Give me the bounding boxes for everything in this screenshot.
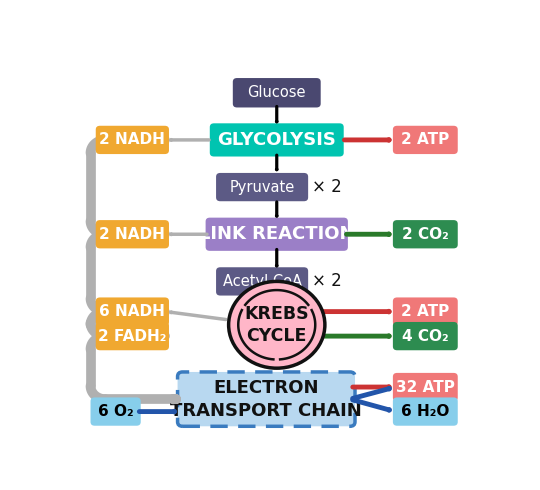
FancyBboxPatch shape — [178, 372, 355, 426]
FancyBboxPatch shape — [233, 78, 321, 107]
Text: GLYCOLYSIS: GLYCOLYSIS — [217, 131, 336, 149]
Text: Glucose: Glucose — [247, 85, 306, 100]
Text: 6 O₂: 6 O₂ — [98, 404, 133, 419]
Text: 2 CO₂: 2 CO₂ — [402, 227, 449, 242]
FancyBboxPatch shape — [96, 297, 169, 326]
FancyBboxPatch shape — [96, 322, 169, 350]
FancyBboxPatch shape — [393, 126, 458, 154]
FancyBboxPatch shape — [393, 397, 458, 426]
Text: ELECTRON
TRANSPORT CHAIN: ELECTRON TRANSPORT CHAIN — [171, 379, 362, 419]
Text: Pyruvate: Pyruvate — [230, 179, 295, 195]
FancyBboxPatch shape — [393, 220, 458, 248]
Text: 6 H₂O: 6 H₂O — [401, 404, 449, 419]
Text: × 2: × 2 — [312, 272, 342, 291]
Text: 32 ATP: 32 ATP — [396, 380, 455, 394]
FancyBboxPatch shape — [216, 267, 308, 295]
Text: KREBS
CYCLE: KREBS CYCLE — [245, 305, 309, 345]
FancyBboxPatch shape — [393, 373, 458, 401]
FancyBboxPatch shape — [96, 220, 169, 248]
Text: 2 ATP: 2 ATP — [401, 304, 449, 319]
Text: 6 NADH: 6 NADH — [99, 304, 165, 319]
Text: 2 FADH₂: 2 FADH₂ — [98, 329, 166, 343]
Text: 2 NADH: 2 NADH — [99, 227, 165, 242]
Text: 2 ATP: 2 ATP — [401, 132, 449, 147]
FancyBboxPatch shape — [210, 123, 343, 156]
FancyBboxPatch shape — [91, 397, 141, 426]
FancyBboxPatch shape — [393, 322, 458, 350]
FancyBboxPatch shape — [96, 126, 169, 154]
Text: LINK REACTION: LINK REACTION — [199, 225, 354, 243]
Circle shape — [228, 281, 325, 368]
Text: 4 CO₂: 4 CO₂ — [402, 329, 449, 343]
FancyBboxPatch shape — [216, 173, 308, 201]
Text: Acetyl CoA: Acetyl CoA — [222, 274, 302, 289]
Text: 2 NADH: 2 NADH — [99, 132, 165, 147]
Text: × 2: × 2 — [312, 178, 342, 196]
FancyBboxPatch shape — [393, 297, 458, 326]
FancyBboxPatch shape — [206, 218, 348, 251]
